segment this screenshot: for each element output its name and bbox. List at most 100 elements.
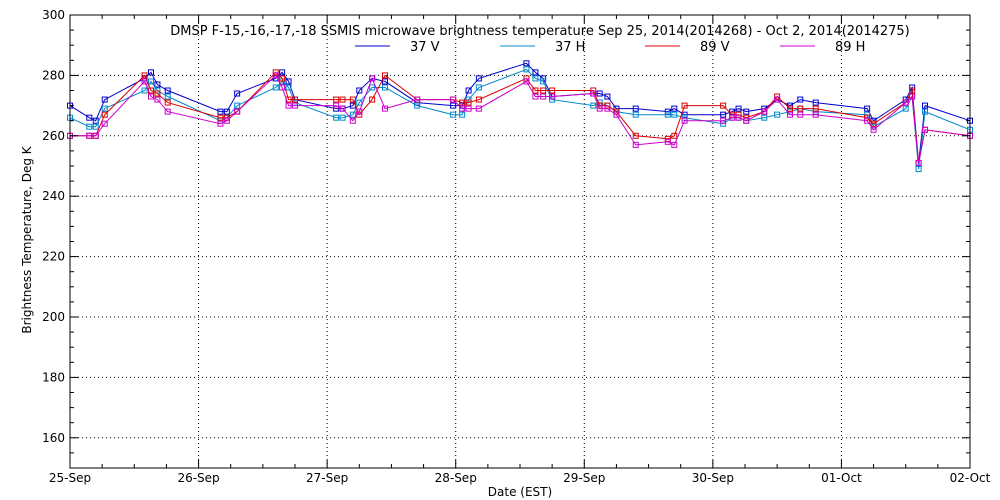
data-point bbox=[864, 114, 871, 121]
data-point bbox=[761, 108, 768, 115]
data-point bbox=[339, 105, 346, 112]
y-tick-label: 180 bbox=[42, 370, 65, 384]
series-line bbox=[69, 62, 971, 164]
data-point bbox=[465, 96, 472, 103]
data-point bbox=[540, 78, 547, 85]
data-point bbox=[812, 111, 819, 118]
data-point bbox=[217, 108, 224, 115]
series-37-h bbox=[67, 66, 973, 173]
data-point bbox=[333, 114, 340, 121]
data-point bbox=[632, 105, 639, 112]
data-point bbox=[549, 93, 556, 100]
data-point bbox=[339, 96, 346, 103]
data-point bbox=[664, 138, 671, 145]
data-point bbox=[141, 87, 148, 94]
data-point bbox=[349, 111, 356, 118]
data-point bbox=[234, 102, 241, 109]
data-point bbox=[774, 96, 781, 103]
series-layer bbox=[67, 60, 973, 173]
data-point bbox=[743, 108, 750, 115]
data-point bbox=[671, 141, 678, 148]
data-point bbox=[797, 105, 804, 112]
data-point bbox=[148, 69, 154, 76]
data-point bbox=[532, 75, 539, 82]
data-point bbox=[787, 105, 793, 112]
data-point bbox=[356, 108, 363, 115]
data-point bbox=[532, 87, 539, 94]
data-point bbox=[902, 105, 909, 112]
data-point bbox=[812, 105, 819, 112]
y-axis: 160 180 200 220 240 260 280 300 bbox=[42, 8, 970, 469]
data-point bbox=[223, 108, 230, 115]
data-point bbox=[475, 75, 482, 82]
data-point bbox=[92, 132, 99, 139]
data-point bbox=[632, 132, 639, 139]
gridlines bbox=[70, 15, 970, 468]
data-point bbox=[450, 111, 457, 118]
data-point bbox=[720, 102, 727, 109]
data-point bbox=[382, 105, 388, 112]
data-point bbox=[812, 108, 819, 115]
data-point bbox=[720, 111, 727, 118]
data-point bbox=[870, 120, 877, 127]
data-point bbox=[154, 90, 161, 97]
data-point bbox=[279, 84, 286, 91]
data-point bbox=[223, 117, 230, 124]
y-tick-label: 260 bbox=[42, 129, 65, 143]
data-point bbox=[909, 87, 916, 94]
x-tick-label: 02-Oct bbox=[950, 471, 991, 485]
data-point bbox=[735, 114, 742, 121]
data-point bbox=[339, 114, 346, 121]
data-point bbox=[632, 141, 639, 148]
data-point bbox=[902, 99, 909, 106]
data-point bbox=[217, 120, 224, 127]
data-point bbox=[475, 105, 482, 112]
data-point bbox=[465, 87, 472, 94]
data-point bbox=[681, 114, 688, 121]
data-point bbox=[285, 84, 292, 91]
data-point bbox=[86, 123, 93, 130]
data-point bbox=[590, 90, 597, 97]
data-point bbox=[164, 108, 171, 115]
data-point bbox=[761, 114, 768, 121]
data-point bbox=[797, 96, 804, 103]
chart-title: DMSP F-15,-16,-17,-18 SSMIS microwave br… bbox=[170, 24, 910, 39]
data-point bbox=[279, 75, 286, 82]
data-point bbox=[148, 93, 154, 100]
data-point bbox=[414, 96, 421, 103]
data-point bbox=[532, 69, 539, 76]
data-point bbox=[532, 93, 539, 100]
data-point bbox=[523, 78, 530, 85]
data-point bbox=[148, 78, 154, 85]
x-axis-label: Date (EST) bbox=[488, 485, 552, 499]
data-point bbox=[549, 96, 556, 103]
data-point bbox=[729, 114, 736, 121]
data-point bbox=[369, 75, 376, 82]
data-point bbox=[382, 72, 388, 79]
data-point bbox=[596, 90, 603, 97]
data-point bbox=[234, 108, 241, 115]
data-point bbox=[465, 99, 472, 106]
x-tick-label: 28-Sep bbox=[435, 471, 477, 485]
plot-frame bbox=[69, 14, 971, 469]
legend-label: 37 H bbox=[555, 40, 585, 55]
data-point bbox=[475, 96, 482, 103]
data-point bbox=[217, 114, 224, 121]
data-point bbox=[681, 111, 688, 118]
data-point bbox=[92, 123, 99, 130]
data-point bbox=[915, 166, 922, 173]
data-point bbox=[540, 87, 547, 94]
data-point bbox=[164, 93, 171, 100]
series-89-v bbox=[67, 69, 973, 166]
data-point bbox=[356, 99, 363, 106]
data-point bbox=[86, 132, 93, 139]
data-point bbox=[141, 78, 148, 85]
data-point bbox=[465, 105, 472, 112]
legend: 37 V 37 H 89 V 89 H bbox=[355, 40, 865, 55]
data-point bbox=[864, 117, 871, 124]
data-point bbox=[729, 111, 736, 118]
data-point bbox=[523, 60, 530, 67]
data-point bbox=[101, 96, 108, 103]
data-point bbox=[86, 114, 93, 121]
